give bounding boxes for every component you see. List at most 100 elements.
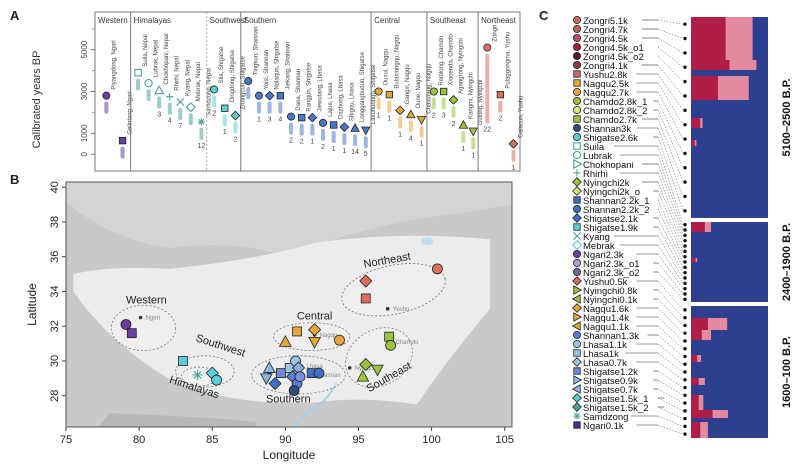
sample-dashed-connector [657,37,684,54]
x-axis-label: Longitude [263,448,316,462]
site-age-range [299,123,304,136]
region-header-northeast: Northeast [481,16,516,25]
region-header-central: Central [374,16,400,25]
sample-label: Shigatse2.6k [583,133,638,144]
site-marker [448,94,459,105]
sample-row-dot [683,416,687,421]
site-label: Xiaoenda, Chamdo [449,33,455,85]
site-sample-count: 4 [409,136,413,143]
site-marker [294,371,306,383]
ancestry-component-pink [697,355,702,362]
sample-row-dot [683,347,687,351]
site-marker [350,122,360,132]
sample-dashed-connector [657,424,684,435]
site-marker [298,114,306,122]
site-sample-count: 1 [310,139,314,146]
site-marker [211,374,223,386]
panel-a-timeline-chart: Calibrated years BP 0 1000 3000 5000 Western P… [31,11,524,172]
sample-label: Zongri4.5k [583,34,628,45]
sample-marker [573,196,581,204]
sample-row-dot [683,378,687,382]
sample-marker [573,115,581,123]
city-label-shigatse: Shigatse [274,371,298,377]
sample-row-dot [683,265,687,270]
sample-row-dot [683,424,687,429]
ancestry-component-crimson [691,330,702,340]
sample-label: Zongri5.1k [583,16,628,27]
site-marker [416,116,427,125]
sample-dashed-connector [657,172,684,241]
x-tick-label: 80 [133,434,145,446]
site-age-range [233,121,238,134]
x-tick-label: 75 [60,434,72,446]
site-age-range [321,128,326,141]
sample-label: Chamdo2.8k_1 [583,97,647,108]
sample-row-dot [683,315,687,320]
sample-dashed-connector [657,352,684,373]
site-age-range [363,136,368,149]
sample-marker [572,276,582,286]
site-label: Tingkun, Shannan [253,27,259,75]
site-label: Sila, Shigatse [219,46,225,83]
sample-label: Chokhopani [583,160,634,171]
sample-marker [573,169,581,177]
sample-dashed-connector [657,127,684,197]
site-sample-count: 1 [512,165,516,172]
site-age-range [431,97,436,110]
site-marker [178,356,188,366]
sample-dashed-connector [657,109,684,168]
sample-marker [573,52,582,61]
region-label-central: Central [297,310,332,322]
site-marker [330,121,338,129]
sample-dashed-connector [657,235,684,279]
sample-label: Shigatse0.7k [583,385,638,396]
sample-label: Samdzong [583,412,628,423]
region-ellipse-western [110,304,177,351]
sample-marker [573,232,581,240]
sample-dashed-connector [657,388,684,404]
sample-dashed-connector [657,298,684,326]
y-axis-label: Latitude [25,283,39,326]
sample-label: Ngari2.3k_o1 [583,259,640,270]
site-sample-count: 1 [461,146,465,153]
y-tick-label: 32 [49,320,61,332]
ancestry-component-pink [704,222,712,232]
site-age-range [188,113,193,126]
sample-marker [573,158,583,170]
city-label-yushu: Yushu [393,307,410,313]
sample-label: Nagqu1.6k [583,304,629,315]
sample-marker [573,43,582,52]
sample-marker [572,303,582,313]
ancestry-component-pink [717,76,749,100]
site-marker [102,91,111,100]
sample-row-dot [683,281,687,286]
site-marker [244,77,253,86]
sample-row-dot [683,22,687,26]
sample-label: Lubrak [583,151,612,162]
site-age-range [146,89,151,102]
sample-row-dot [683,354,687,359]
sample-row-dot [683,249,687,254]
sample-label: Nyingchi0.1k [583,295,638,306]
sample-row-dot [683,238,687,243]
period-label-1: 5100–2500 B.P. [781,78,793,156]
site-sample-count: 7 [178,123,182,130]
site-marker [385,339,397,351]
sample-label: Zongri4.5k_o2 [583,52,644,63]
sample-marker [573,267,582,276]
site-marker [197,118,206,126]
site-age-range [387,100,392,113]
site-label: Rhirhi, Nepal [175,56,181,91]
sample-marker [572,186,582,196]
site-label: Kyang, Nepal [185,60,191,96]
site-age-range [461,130,466,143]
site-label: Zhangcun, Shigatse [240,56,246,110]
site-marker [468,127,479,137]
site-marker [359,274,373,288]
site-marker [166,93,174,101]
sample-dashed-connector [657,262,684,295]
sample-label: Zongri4.5k_o1 [583,43,644,54]
site-sample-count: 1 [332,146,336,153]
sample-marker [572,357,582,367]
sample-dashed-connector [657,334,684,357]
